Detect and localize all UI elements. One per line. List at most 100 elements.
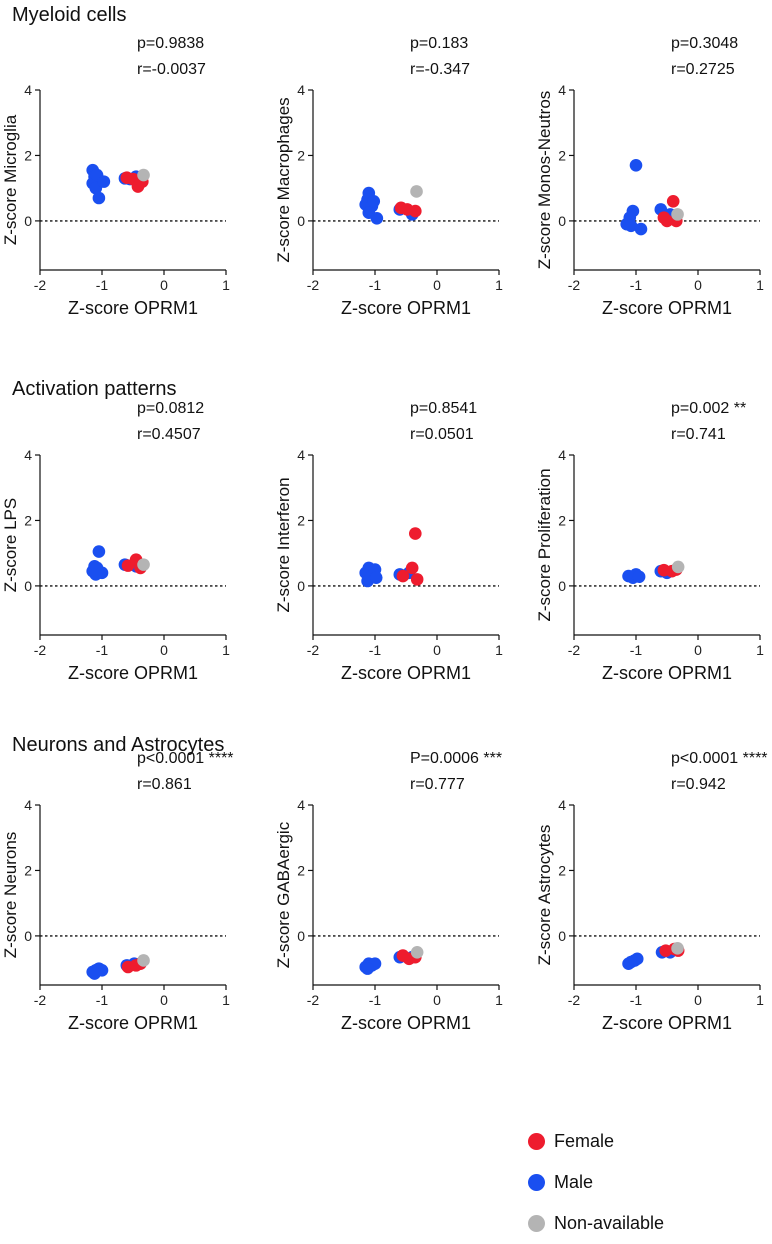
y-tick-label: 0 [558,213,566,229]
scatter-panel-2: 0 2 4 -2 -1 0 1 Z-score OPRM1 Z-score Macrophage… [277,35,503,318]
data-point-na [671,208,684,221]
r-value-label: r=0.861 [137,776,192,793]
y-tick-label: 4 [297,797,305,813]
data-point-male [92,545,106,558]
data-point-female [405,561,419,575]
x-axis-label: Z-score OPRM1 [602,663,732,683]
y-tick-label: 2 [297,147,305,163]
data-point-male [629,158,643,172]
scatter-panel-4: 0 2 4 -2 -1 0 1 Z-score OPRM1 Z-score LPS p=0.081… [4,400,230,683]
x-tick-label: 1 [495,992,503,1008]
y-tick-label: 0 [24,578,32,594]
x-tick-label: 0 [433,642,441,658]
legend-label-male: Male [554,1172,594,1192]
y-tick-label: 4 [24,447,32,463]
y-tick-label: 2 [297,862,305,878]
y-tick-label: 0 [24,213,32,229]
x-tick-label: -2 [307,992,320,1008]
legend-marker-male [528,1174,545,1191]
x-tick-label: -2 [307,642,320,658]
section-title-neurons: Neurons and Astrocytes [12,734,225,756]
y-axis-label: Z-score LPS [4,498,20,592]
r-value-label: r=0.942 [671,776,726,793]
y-axis-label: Z-score Monos-Neutros [538,91,554,270]
x-tick-label: 0 [694,277,702,293]
x-axis-label: Z-score OPRM1 [341,663,471,683]
x-tick-label: -1 [630,992,643,1008]
scatter-panel-1: 0 2 4 -2 -1 0 1 Z-score OPRM1 Z-score Microglia p… [4,35,230,318]
r-value-label: r=0.777 [410,776,465,793]
p-value-label: p=0.3048 [671,35,738,52]
x-axis-label: Z-score OPRM1 [68,663,198,683]
data-point-female [666,194,680,208]
x-tick-label: 1 [495,277,503,293]
data-point-male [630,952,644,966]
r-value-label: r=-0.0037 [137,61,206,78]
x-axis-label: Z-score OPRM1 [68,1013,198,1033]
legend-label-non-available: Non-available [554,1213,665,1233]
x-tick-label: -1 [369,277,382,293]
x-tick-label: 0 [160,992,168,1008]
y-tick-label: 0 [297,578,305,594]
y-tick-label: 2 [24,147,32,163]
x-tick-label: -1 [369,992,382,1008]
data-point-male [632,570,646,584]
x-tick-label: 1 [222,992,230,1008]
data-point-male [92,191,106,205]
x-tick-label: 1 [222,642,230,658]
scatter-panel-7: 0 2 4 -2 -1 0 1 Z-score OPRM1 Z-score Neurons p<0… [4,750,234,1033]
data-point-female [396,569,410,583]
data-point-male [367,194,381,208]
y-tick-label: 4 [24,797,32,813]
x-tick-label: -2 [34,277,47,293]
data-point-female [660,214,674,228]
x-tick-label: 1 [495,642,503,658]
x-axis-label: Z-score OPRM1 [341,1013,471,1033]
r-value-label: r=0.0501 [410,426,474,443]
y-tick-label: 4 [297,82,305,98]
legend-item-male: Male [528,1162,664,1203]
legend-item-non-available: Non-available [528,1203,664,1244]
data-point-male [634,222,648,236]
legend-marker-non-available [528,1215,545,1232]
y-axis-label: Z-score Proliferation [538,468,554,621]
p-value-label: p=0.9838 [137,35,204,52]
y-tick-label: 4 [558,82,566,98]
y-axis-label: Z-score Neurons [4,832,20,959]
scatter-panel-9: 0 2 4 -2 -1 0 1 Z-score OPRM1 Z-score Astrocytes… [538,750,768,1033]
x-tick-label: -1 [630,277,643,293]
p-value-label: p<0.0001 **** [137,750,234,767]
section-title-myeloid: Myeloid cells [12,4,127,26]
x-tick-label: -1 [96,642,109,658]
y-tick-label: 0 [297,213,305,229]
y-tick-label: 4 [297,447,305,463]
r-value-label: r=0.2725 [671,61,735,78]
y-axis-label: Z-score Interferon [277,477,293,612]
x-tick-label: -2 [568,642,581,658]
p-value-label: p<0.0001 **** [671,750,768,767]
p-value-label: p=0.8541 [410,400,477,417]
data-point-male [624,219,638,233]
data-point-male [361,962,374,975]
data-point-na [671,560,685,574]
scatter-panel-8: 0 2 4 -2 -1 0 1 Z-score OPRM1 Z-score GABAergic P… [277,750,503,1033]
data-point-male [369,571,383,585]
y-tick-label: 0 [297,928,305,944]
scatter-panel-3: 0 2 4 -2 -1 0 1 Z-score OPRM1 Z-score Monos-Neut… [538,35,764,318]
legend-item-female: Female [528,1121,664,1162]
x-tick-label: -2 [307,277,320,293]
x-tick-label: -1 [96,992,109,1008]
y-tick-label: 4 [558,797,566,813]
x-tick-label: 1 [222,277,230,293]
data-point-female [410,573,424,586]
x-tick-label: 1 [756,642,764,658]
y-tick-label: 2 [24,862,32,878]
y-axis-label: Z-score GABAergic [277,821,293,968]
legend-label-female: Female [554,1131,615,1151]
p-value-label: p=0.183 [410,35,468,52]
data-point-na [137,558,150,571]
x-axis-label: Z-score OPRM1 [602,298,732,318]
y-axis-label: Z-score Microglia [4,114,20,245]
data-point-female [409,204,422,218]
